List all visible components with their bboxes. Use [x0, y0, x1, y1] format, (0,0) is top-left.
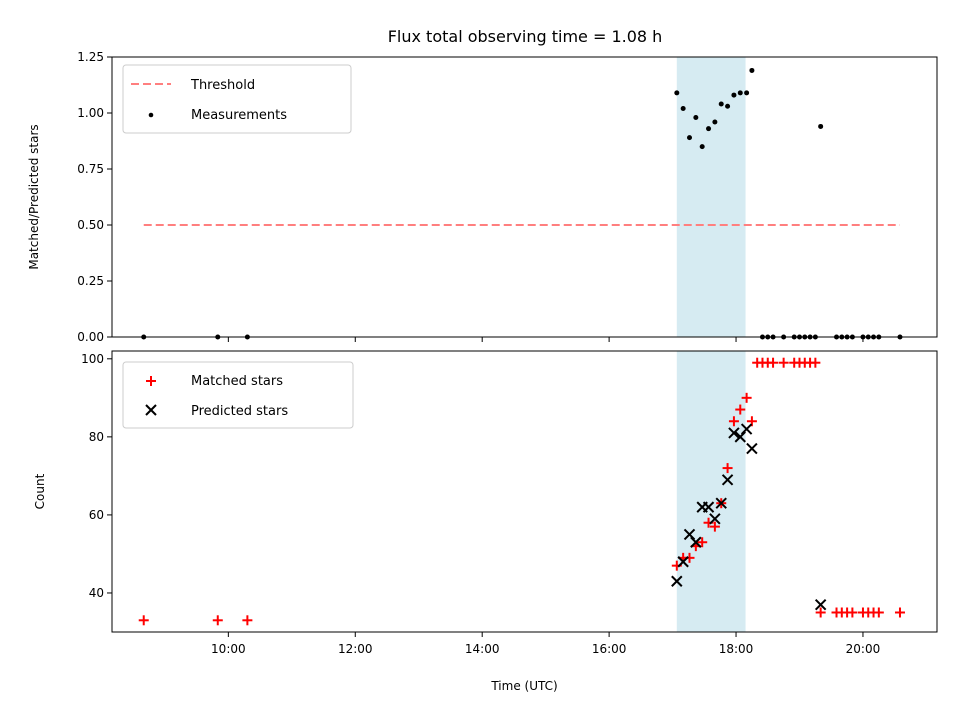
bottom-legend-box — [122, 361, 354, 429]
matched-star-point — [697, 537, 708, 548]
matched-star-point — [709, 521, 720, 532]
top-y-tick-label: 1.25 — [77, 50, 104, 64]
matched-star-point — [728, 416, 739, 427]
top-y-tick-label: 1.00 — [77, 106, 104, 120]
top-y-tick-label: 0.25 — [77, 274, 104, 288]
x-tick-label: 14:00 — [465, 642, 500, 656]
x-axis-label: Time (UTC) — [490, 679, 557, 693]
measurement-point — [731, 92, 737, 98]
measurement-point — [712, 119, 718, 125]
bottom-y-axis-label: Count — [33, 473, 47, 509]
measurement-point — [749, 67, 755, 73]
measurement-point — [718, 101, 724, 107]
measurement-point — [687, 135, 692, 141]
matched-star-point — [810, 357, 821, 368]
measurement-point — [706, 126, 712, 132]
matched-star-point — [847, 607, 858, 618]
top-plot-frame — [111, 56, 938, 338]
predicted-star-point — [721, 474, 734, 486]
predicted-star-point — [734, 431, 746, 443]
predicted-star-point — [690, 536, 702, 548]
top-legend: Threshold Measurements — [122, 64, 352, 134]
matched-star-point — [768, 357, 779, 368]
matched-star-point — [741, 392, 752, 403]
chart-title: Flux total observing time = 1.08 h — [388, 27, 663, 46]
measurement-point — [693, 114, 699, 120]
matched-star-point — [212, 615, 223, 626]
legend-measurements-label: Measurements — [191, 108, 287, 123]
legend-predicted-label: Predicted stars — [191, 404, 288, 419]
legend-matched-swatch — [146, 376, 156, 386]
predicted-star-point — [671, 575, 683, 587]
legend-measurements-swatch — [148, 112, 154, 118]
predicted-star-point — [740, 423, 753, 435]
legend-threshold-label: Threshold — [190, 78, 255, 93]
bottom-plot-frame — [111, 350, 938, 633]
bottom-legend: Matched stars Predicted stars — [122, 361, 354, 429]
x-tick-label: 10:00 — [211, 642, 246, 656]
x-tick-label: 20:00 — [846, 642, 881, 656]
top-y-tick-label: 0.00 — [77, 330, 104, 344]
matched-star-point — [138, 615, 149, 626]
bottom-y-tick-label: 40 — [89, 586, 104, 600]
measurement-point — [818, 123, 824, 129]
predicted-star-point — [677, 556, 689, 568]
measurement-point — [699, 144, 705, 150]
legend-matched-label: Matched stars — [191, 374, 283, 389]
predicted-star-point — [715, 497, 727, 509]
matched-star-point — [735, 404, 746, 415]
top-panel: 0.00 0.25 0.50 0.75 1.00 1.25 Matched/Predict… — [27, 50, 938, 344]
matched-star-point — [242, 615, 253, 626]
bottom-y-tick-label: 100 — [81, 352, 104, 366]
predicted-star-point — [702, 501, 715, 513]
top-observing-span — [676, 57, 746, 337]
x-tick-label: 16:00 — [592, 642, 627, 656]
matched-star-point — [894, 607, 905, 618]
matched-star-point — [778, 357, 789, 368]
measurement-point — [744, 90, 750, 96]
top-y-tick-label: 0.75 — [77, 162, 104, 176]
measurement-point — [737, 90, 743, 96]
bottom-y-tick-label: 80 — [89, 430, 104, 444]
bottom-y-tick-label: 60 — [89, 508, 104, 522]
predicted-star-point — [683, 528, 696, 541]
measurement-point — [680, 106, 686, 112]
matched-star-point — [815, 607, 826, 618]
measurement-point — [725, 103, 731, 109]
predicted-star-point — [709, 513, 721, 525]
top-y-tick-label: 0.50 — [77, 218, 104, 232]
top-y-axis-label: Matched/Predicted stars — [27, 124, 41, 269]
matched-star-point — [873, 607, 884, 618]
bottom-observing-span — [676, 351, 746, 632]
matched-star-point — [722, 463, 733, 474]
top-legend-box — [122, 64, 352, 134]
predicted-star-point — [728, 427, 740, 439]
legend-predicted-swatch — [145, 404, 157, 416]
measurement-point — [674, 90, 680, 96]
x-tick-label: 12:00 — [338, 642, 373, 656]
predicted-star-point — [746, 442, 758, 455]
predicted-star-point — [814, 598, 827, 611]
x-tick-label: 18:00 — [719, 642, 754, 656]
